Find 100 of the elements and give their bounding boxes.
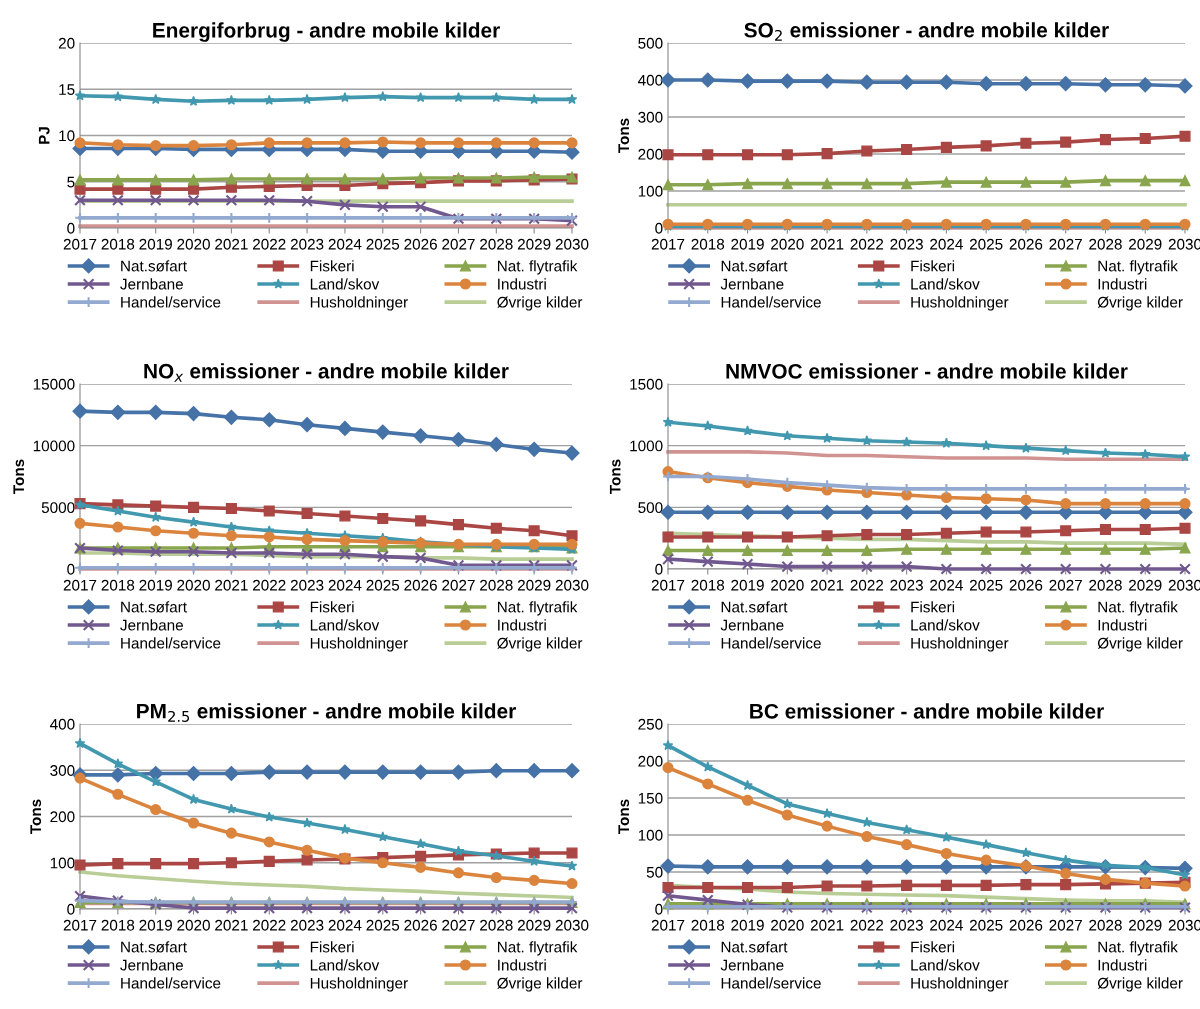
x-tick-label: 2024: [930, 238, 963, 250]
y-tick-label: 100: [638, 185, 663, 197]
legend-label: Industri: [498, 959, 546, 971]
legend-label: Nat. flytrafik: [1098, 260, 1178, 275]
legend-label: Fiskeri: [310, 941, 354, 953]
legend-label: Øvrige kilder: [1097, 296, 1183, 311]
x-tick-label: 2021: [810, 919, 844, 931]
legend-label: Jernbane: [120, 619, 183, 631]
x-tick-label: 2021: [215, 579, 248, 591]
legend-label: Nat. flytrafik: [497, 260, 578, 275]
x-tick-label: 2024: [328, 919, 362, 931]
x-tick-label: 2019: [731, 919, 764, 931]
legend-label: Øvrige kilder: [497, 296, 583, 311]
x-tick-label: 2024: [930, 579, 963, 591]
legend-label: Fiskeri: [911, 601, 955, 613]
x-tick-label: 2026: [1009, 238, 1043, 250]
legend-label: Husholdninger: [911, 296, 1009, 311]
x-tick-label: 2027: [442, 919, 475, 931]
x-tick-label: 2023: [890, 238, 923, 250]
x-tick-label: 2028: [480, 919, 513, 931]
legend-label: Øvrige kilder: [497, 977, 583, 992]
x-tick-label: 2019: [139, 919, 172, 931]
y-tick-label: 200: [50, 811, 75, 823]
x-tick-label: 2021: [215, 919, 248, 931]
x-tick-label: 2023: [890, 579, 923, 591]
x-tick-label: 2029: [1129, 238, 1162, 250]
legend-label: Husholdninger: [911, 977, 1009, 992]
legend-label: Øvrige kilder: [1097, 977, 1183, 992]
y-axis-title: PJ: [38, 127, 50, 144]
legend-label: Industri: [1098, 278, 1147, 290]
legend-label: Land/skov: [310, 278, 380, 290]
x-tick-label: 2018: [691, 238, 725, 250]
legend-label: Jernbane: [720, 278, 784, 290]
x-tick-label: 2020: [771, 919, 804, 931]
legend-label: Husholdninger: [310, 296, 408, 311]
x-tick-label: 2017: [651, 919, 685, 931]
legend-label: Jernbane: [720, 619, 784, 631]
legend-label: Nat. flytrafik: [497, 601, 578, 616]
x-tick-label: 2017: [63, 238, 97, 250]
x-tick-label: 2018: [691, 579, 725, 591]
x-tick-label: 2019: [139, 238, 172, 250]
y-tick-label: 10: [59, 130, 75, 142]
x-tick-label: 2020: [771, 238, 804, 250]
legend-label: Fiskeri: [911, 260, 955, 272]
y-tick-label: 15: [59, 84, 75, 95]
legend-label: Øvrige kilder: [1097, 637, 1183, 652]
y-tick-label: 20: [58, 37, 75, 49]
y-tick-label: 50: [646, 866, 663, 878]
y-tick-label: 0: [67, 903, 75, 915]
x-tick-label: 2030: [555, 919, 589, 931]
y-axis-title: Tons: [609, 459, 621, 495]
y-tick-label: 0: [655, 222, 663, 234]
y-tick-label: 0: [67, 222, 75, 234]
x-tick-label: 2027: [442, 579, 475, 591]
legend-label: Land/skov: [310, 959, 380, 971]
y-tick-label: 200: [638, 755, 663, 767]
x-tick-label: 2029: [517, 579, 551, 591]
legend-label: Land/skov: [310, 619, 380, 631]
legend-label: Fiskeri: [310, 260, 354, 272]
legend-label: Øvrige kilder: [497, 637, 583, 652]
legend-label: Land/skov: [911, 278, 980, 290]
y-tick-label: 15000: [33, 378, 75, 390]
y-tick-label: 500: [638, 502, 663, 514]
legend-label: Handel/service: [121, 296, 221, 308]
x-tick-label: 2025: [969, 919, 1003, 931]
chart-title: Energiforbrug - andre mobile kilder: [153, 22, 500, 42]
x-tick-label: 2024: [930, 919, 963, 931]
legend-label: Nat.søfart: [121, 260, 187, 272]
y-tick-label: 250: [638, 718, 663, 730]
x-tick-label: 2022: [253, 919, 286, 931]
x-tick-label: 2023: [890, 919, 923, 931]
y-tick-label: 0: [67, 563, 75, 575]
x-tick-label: 2017: [651, 238, 685, 250]
x-tick-label: 2021: [810, 238, 844, 250]
x-tick-label: 2029: [517, 919, 551, 931]
y-axis-title: Tons: [618, 799, 630, 835]
x-tick-label: 2018: [101, 579, 135, 591]
x-tick-label: 2026: [1009, 919, 1043, 931]
x-tick-label: 2020: [177, 238, 210, 250]
x-tick-label: 2018: [691, 919, 725, 931]
x-tick-label: 2029: [1129, 919, 1162, 931]
y-tick-label: 0: [655, 903, 663, 915]
y-tick-label: 10000: [33, 440, 75, 452]
x-tick-label: 2029: [517, 238, 551, 250]
x-tick-label: 2022: [253, 579, 286, 591]
y-tick-label: 5: [67, 176, 75, 188]
y-tick-label: 1000: [630, 440, 663, 452]
x-tick-label: 2030: [555, 238, 589, 250]
y-tick-label: 300: [50, 765, 75, 776]
legend-label: Nat.søfart: [121, 601, 187, 613]
legend-label: Jernbane: [120, 278, 183, 290]
x-tick-label: 2018: [101, 919, 135, 931]
y-axis-title: Tons: [13, 459, 25, 495]
y-tick-label: 0: [655, 563, 663, 575]
legend-label: Fiskeri: [310, 601, 354, 613]
x-tick-label: 2028: [480, 238, 513, 250]
y-tick-label: 200: [638, 148, 663, 160]
x-tick-label: 2026: [404, 579, 437, 591]
legend-label: Nat. flytrafik: [1098, 941, 1178, 956]
legend-label: Industri: [498, 278, 546, 290]
